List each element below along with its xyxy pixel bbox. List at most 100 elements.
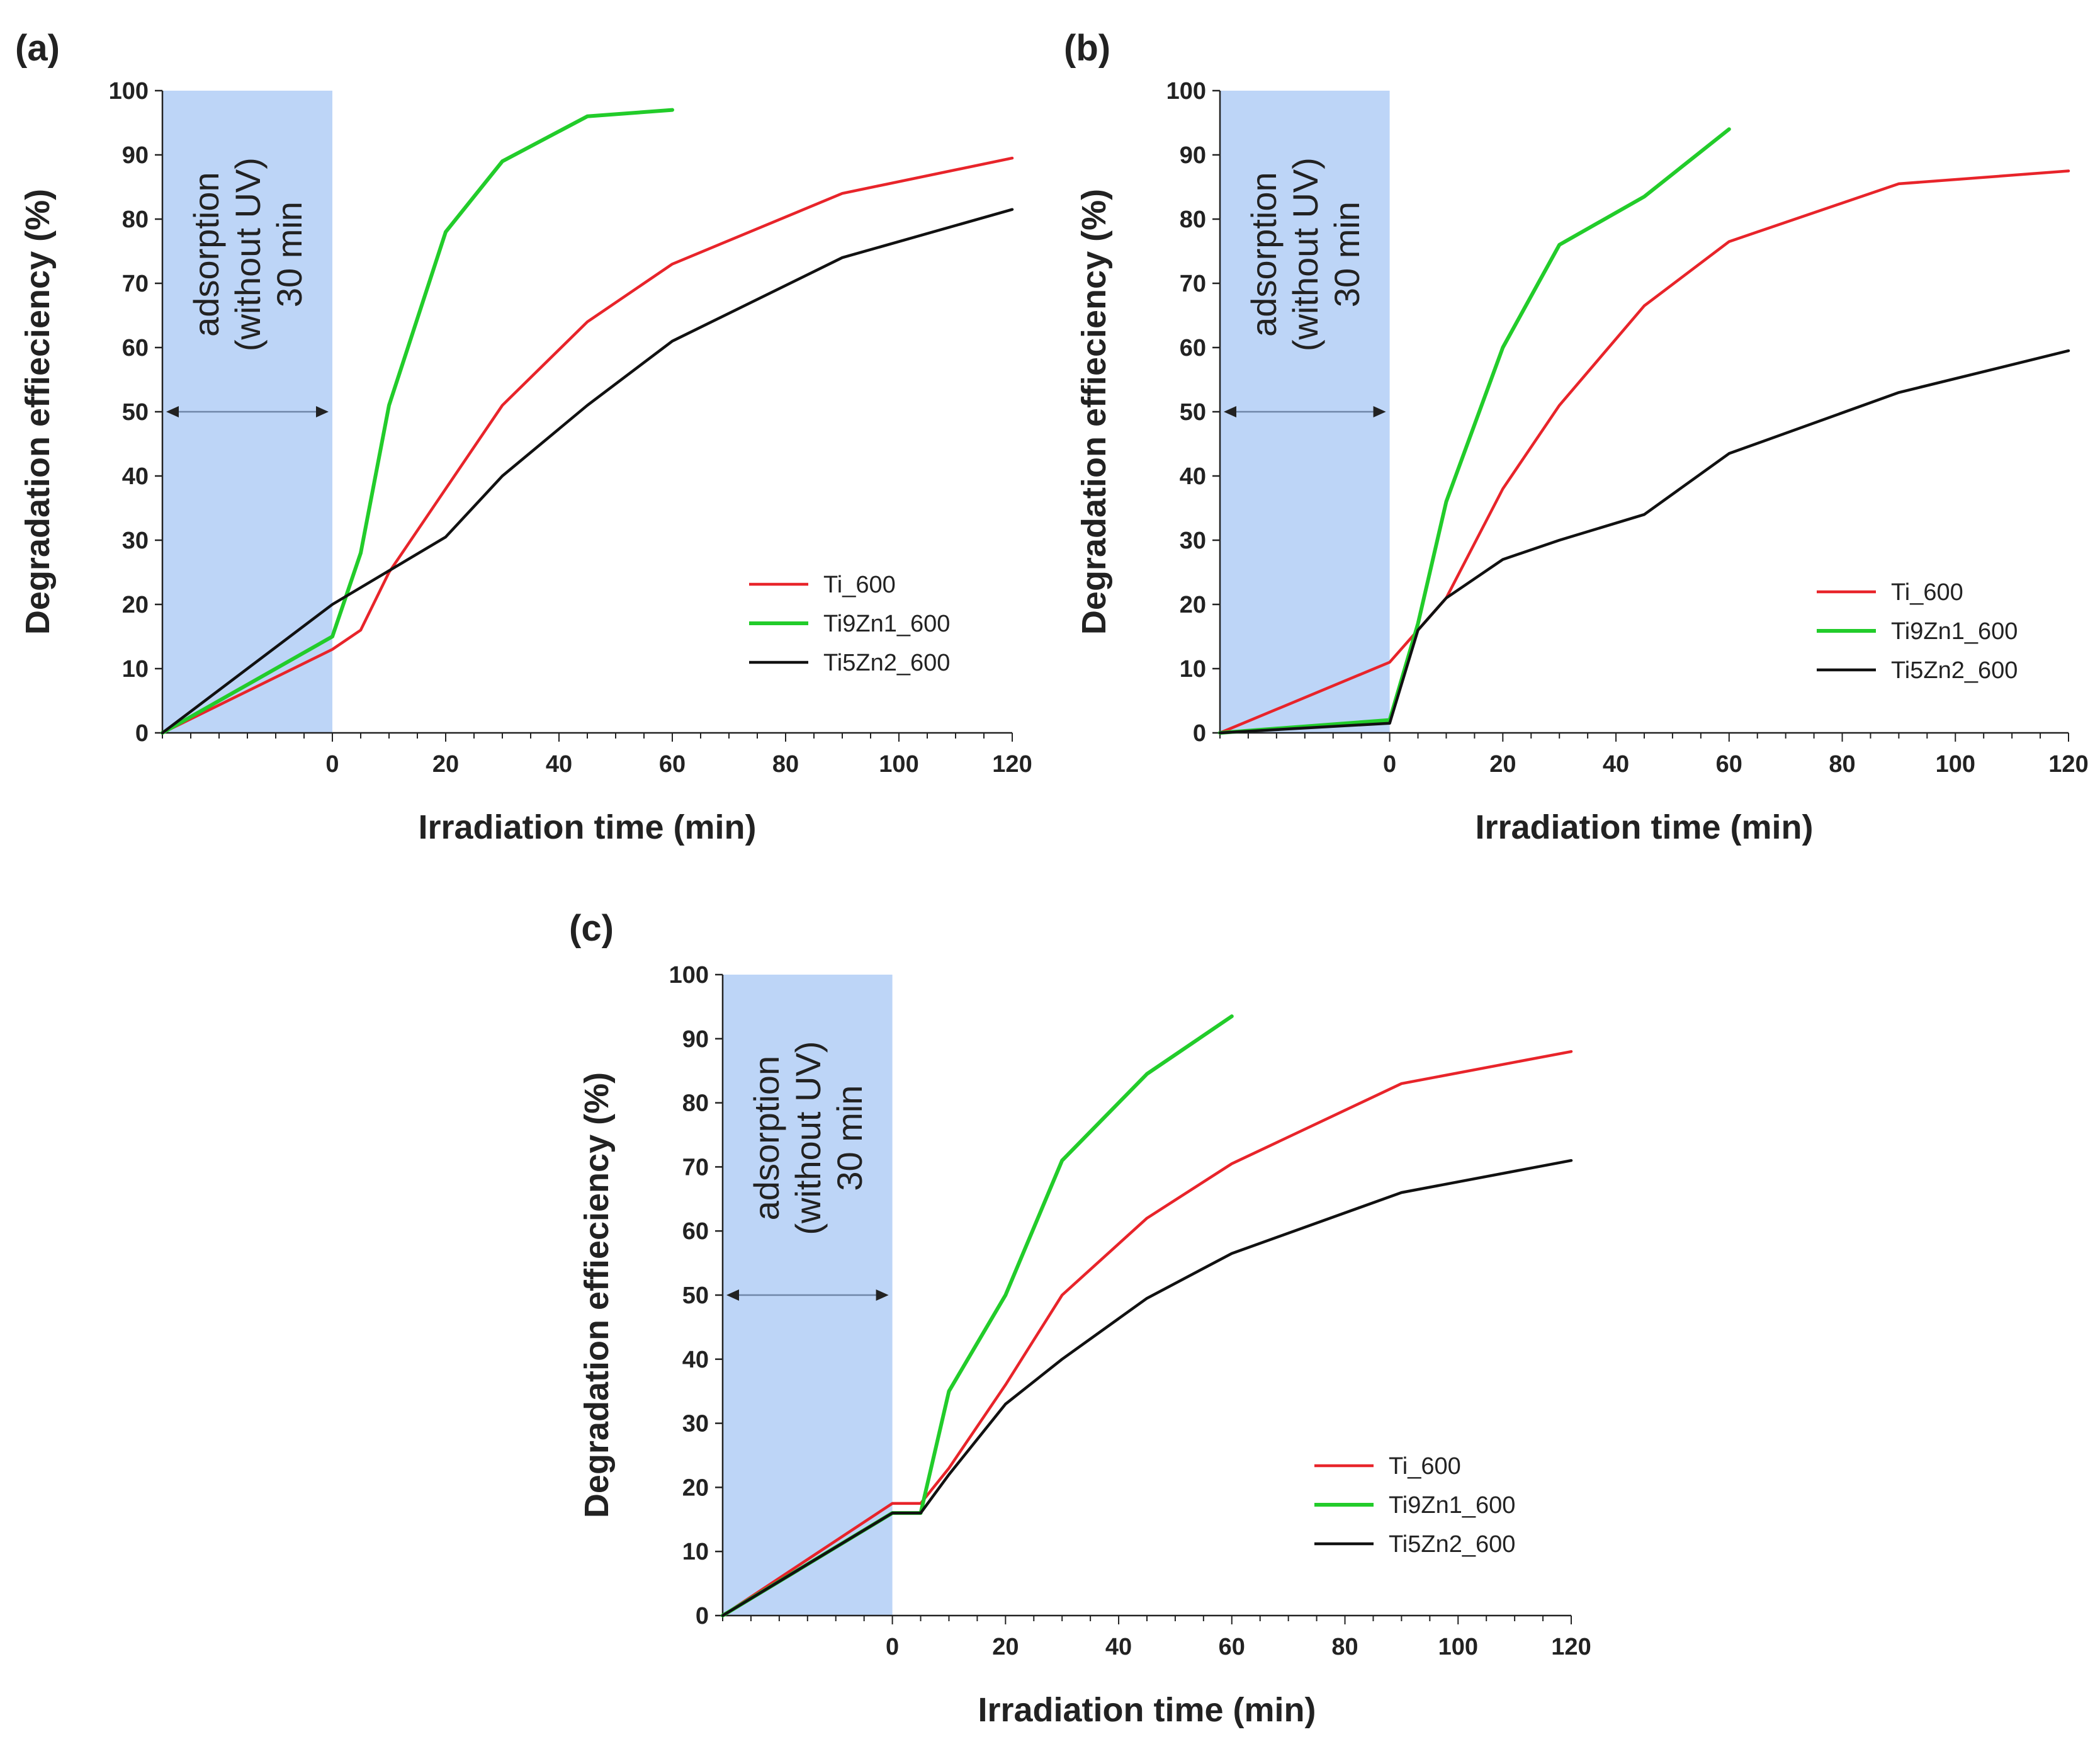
chart-b-y-tick-label: 30 [1180,528,1206,554]
chart-c-legend-label: Ti_600 [1389,1453,1461,1480]
chart-b-y-tick-label: 50 [1180,399,1206,426]
chart-b-adsorption-label-line-2: 30 min [1327,201,1367,307]
chart-a-y-tick-label: 20 [122,592,149,618]
chart-b-y-tick-label: 20 [1180,592,1206,618]
chart-a-y-tick-label: 40 [122,463,149,490]
chart-a-x-tick-label: 120 [992,751,1032,778]
chart-c-adsorption-label-line-1: (without UV) [788,1041,828,1235]
chart-a-x-tick-label: 80 [772,751,799,778]
chart-b-x-tick-label: 20 [1489,751,1516,778]
chart-a-y-tick-label: 0 [135,720,149,747]
chart-c-panel-label: (c) [569,908,614,949]
chart-c-x-tick-label: 100 [1438,1634,1478,1660]
chart-b-legend-label: Ti9Zn1_600 [1891,618,2018,645]
chart-b-y-tick-label: 70 [1180,271,1206,297]
chart-c-y-tick-label: 40 [682,1347,709,1373]
chart-c-y-tick-label: 80 [682,1090,709,1117]
chart-c-arrow-head-right [876,1289,889,1301]
chart-c-y-tick-label: 90 [682,1026,709,1053]
chart-a-x-tick-label: 40 [546,751,572,778]
chart-c-adsorption-label: adsorption (without UV) 30 min [747,1041,869,1235]
chart-a-x-tick-label: 100 [879,751,918,778]
chart-a-y-axis-title: Degradation effieciency (%) [19,189,57,635]
chart-a-y-tick-label: 60 [122,335,149,361]
chart-a-y-tick-label: 100 [109,78,149,105]
chart-b-adsorption-label-line-1: (without UV) [1285,157,1325,351]
chart-a-series-line-ti9zn1-600 [161,108,674,735]
chart-c-series-line-ti-600 [721,1050,1573,1617]
chart-c-x-tick-label: 60 [1219,1634,1245,1660]
chart-b-arrow-head-right [1373,406,1386,417]
chart-c-y-tick-label: 100 [669,962,709,988]
chart-b-x-tick-label: 80 [1829,751,1855,778]
chart-a-y-tick-label: 50 [122,399,149,426]
chart-b-arrow-head-left [1224,406,1236,417]
chart-a-y-tick-label: 30 [122,528,149,554]
chart-b-series-line-ti-600 [1218,169,2070,735]
chart-b-adsorption-label: adsorption (without UV) 30 min [1244,157,1367,351]
chart-b-panel: adsorption (without UV) 30 min 0 10 20 30 40 50 6… [1064,28,2089,846]
chart-c-y-tick-label: 0 [696,1603,709,1629]
chart-a-y-tick-label: 80 [122,207,149,233]
chart-a-x-tick-label: 60 [659,751,686,778]
chart-a-arrow-head-left [166,406,179,417]
chart-b-y-tick-label: 0 [1193,720,1206,747]
chart-c-legend-label: Ti5Zn2_600 [1389,1531,1515,1558]
chart-c-x-tick-label: 80 [1331,1634,1358,1660]
chart-b-y-tick-label: 100 [1166,78,1206,105]
chart-a-adsorption-label-line-1: (without UV) [228,157,268,351]
chart-b-y-axis-title: Degradation effieciency (%) [1075,189,1113,635]
chart-b-x-axis-title: Irradiation time (min) [1475,808,1813,846]
chart-a-x-tick-label: 0 [325,751,339,778]
chart-a-panel: adsorption (without UV) 30 min 0 10 20 30 40 50 6… [15,28,1032,846]
chart-a-y-tick-label: 70 [122,271,149,297]
chart-b-y-tick-label: 10 [1180,656,1206,682]
chart-c-x-tick-label: 120 [1551,1634,1591,1660]
chart-a-y-tick-label: 90 [122,142,149,169]
chart-a-adsorption-label-line-0: adsorption [186,172,226,337]
chart-b-y-tick-label: 90 [1180,142,1206,169]
chart-c-x-tick-label: 20 [992,1634,1019,1660]
chart-a-x-axis-title: Irradiation time (min) [418,808,756,846]
chart-b-x-tick-label: 100 [1936,751,1975,778]
chart-b-y-tick-label: 40 [1180,463,1206,490]
chart-c-y-tick-label: 60 [682,1218,709,1245]
chart-b-x-tick-label: 60 [1716,751,1742,778]
chart-c-y-tick-label: 10 [682,1539,709,1565]
chart-c-y-tick-label: 30 [682,1411,709,1437]
chart-b-legend-label: Ti_600 [1891,579,1963,606]
chart-c-x-axis-title: Irradiation time (min) [978,1691,1316,1729]
chart-c-y-tick-label: 50 [682,1283,709,1309]
chart-b-x-tick-label: 40 [1603,751,1629,778]
chart-a-panel-label: (a) [15,28,60,69]
chart-b-legend-label: Ti5Zn2_600 [1891,657,2018,684]
chart-a-adsorption-label-line-2: 30 min [269,201,309,307]
chart-a-y-tick-label: 10 [122,656,149,682]
chart-c-series-line-ti5zn2-600 [721,1158,1573,1617]
chart-a-legend-label: Ti_600 [823,572,896,598]
chart-a-series-line-ti-600 [161,156,1014,735]
chart-a-adsorption-label: adsorption (without UV) 30 min [186,157,309,351]
chart-c-y-tick-label: 70 [682,1154,709,1181]
chart-c-legend-label: Ti9Zn1_600 [1389,1492,1515,1519]
chart-c-y-axis-title: Degradation effieciency (%) [578,1072,616,1518]
chart-a-legend-label: Ti9Zn1_600 [823,611,950,637]
chart-b-series-line-ti5zn2-600 [1218,349,2070,735]
chart-b-x-tick-label: 0 [1383,751,1396,778]
chart-c-y-tick-label: 20 [682,1475,709,1501]
chart-a-x-tick-label: 20 [432,751,459,778]
chart-c-x-tick-label: 0 [886,1634,899,1660]
chart-c-adsorption-label-line-0: adsorption [747,1056,786,1221]
chart-c-adsorption-label-line-2: 30 min [830,1085,869,1191]
chart-a-legend-label: Ti5Zn2_600 [823,650,950,676]
chart-b-adsorption-label-line-0: adsorption [1244,172,1284,337]
chart-b-x-tick-label: 120 [2048,751,2088,778]
chart-c-panel: adsorption (without UV) 30 min 0 10 20 30 40 50 6… [569,908,1591,1729]
chart-c-arrow-head-left [726,1289,739,1301]
chart-b-panel-label: (b) [1064,28,1110,69]
chart-b-y-tick-label: 60 [1180,335,1206,361]
chart-a-arrow-head-right [316,406,329,417]
chart-c-x-tick-label: 40 [1105,1634,1132,1660]
chart-a-series-line-ti5zn2-600 [161,208,1014,735]
